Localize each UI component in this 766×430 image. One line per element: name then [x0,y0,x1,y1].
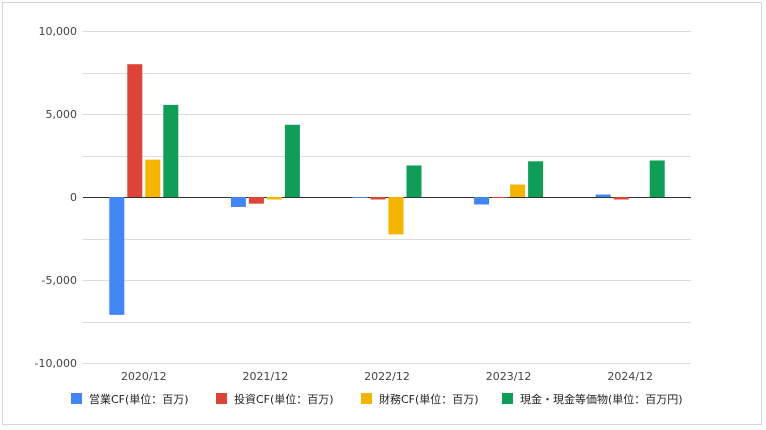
bar-3-2022-12 [388,197,404,235]
x-tick-label: 2023/12 [486,370,532,383]
y-tick-label: 5,000 [46,108,78,121]
x-tick-label: 2020/12 [121,370,167,383]
bar-3-2020-12 [145,159,161,197]
bar-4-2023-12 [528,161,544,197]
gridlines [83,31,691,364]
bar-2-2020-12 [127,64,143,197]
bar-1-2023-12 [474,197,490,205]
legend-label: 投資CF(単位：百万) [234,392,334,406]
y-tick-label: -10,000 [35,357,77,370]
y-axis-ticks: 10,000 5,000 0 -5,000 -10,000 [35,25,77,370]
y-tick-label: 0 [70,191,77,204]
legend-label: 営業CF(単位：百万) [89,392,189,406]
x-tick-label: 2021/12 [243,370,289,383]
legend-swatch [71,393,82,404]
bar-1-2021-12 [230,197,246,207]
x-tick-label: 2024/12 [607,370,653,383]
legend-label: 財務CF(単位：百万) [379,392,479,406]
bar-1-2022-12 [352,197,368,198]
bar-4-2024-12 [649,160,665,197]
bar-2-2022-12 [370,197,386,200]
x-axis-ticks: 2020/12 2021/12 2022/12 2023/12 2024/12 [121,370,653,383]
bar-chart: 10,000 5,000 0 -5,000 -10,000 2020/12 2021/12… [35,25,691,406]
bar-3-2023-12 [510,184,526,197]
legend-swatch [216,393,227,404]
bar-4-2022-12 [406,165,422,197]
legend-swatch [502,393,513,404]
bar-3-2021-12 [266,197,282,200]
bar-4-2020-12 [163,104,179,197]
y-tick-label: -5,000 [42,274,77,287]
bar-4-2021-12 [284,124,300,197]
legend-label: 現金・現金等価物(単位：百万円) [520,392,683,406]
legend-swatch [361,393,372,404]
chart-frame: 10,000 5,000 0 -5,000 -10,000 2020/12 2021/12… [2,2,762,425]
bar-2-2023-12 [492,197,508,198]
bars [109,64,665,315]
y-tick-label: 10,000 [39,25,78,38]
x-tick-label: 2022/12 [364,370,410,383]
bar-2-2021-12 [248,197,264,204]
bar-1-2024-12 [595,194,611,197]
bar-1-2020-12 [109,197,125,315]
legend: 営業CF(単位：百万) 投資CF(単位：百万) 財務CF(単位：百万) 現金・現金等価… [71,392,683,406]
bar-2-2024-12 [613,197,629,200]
